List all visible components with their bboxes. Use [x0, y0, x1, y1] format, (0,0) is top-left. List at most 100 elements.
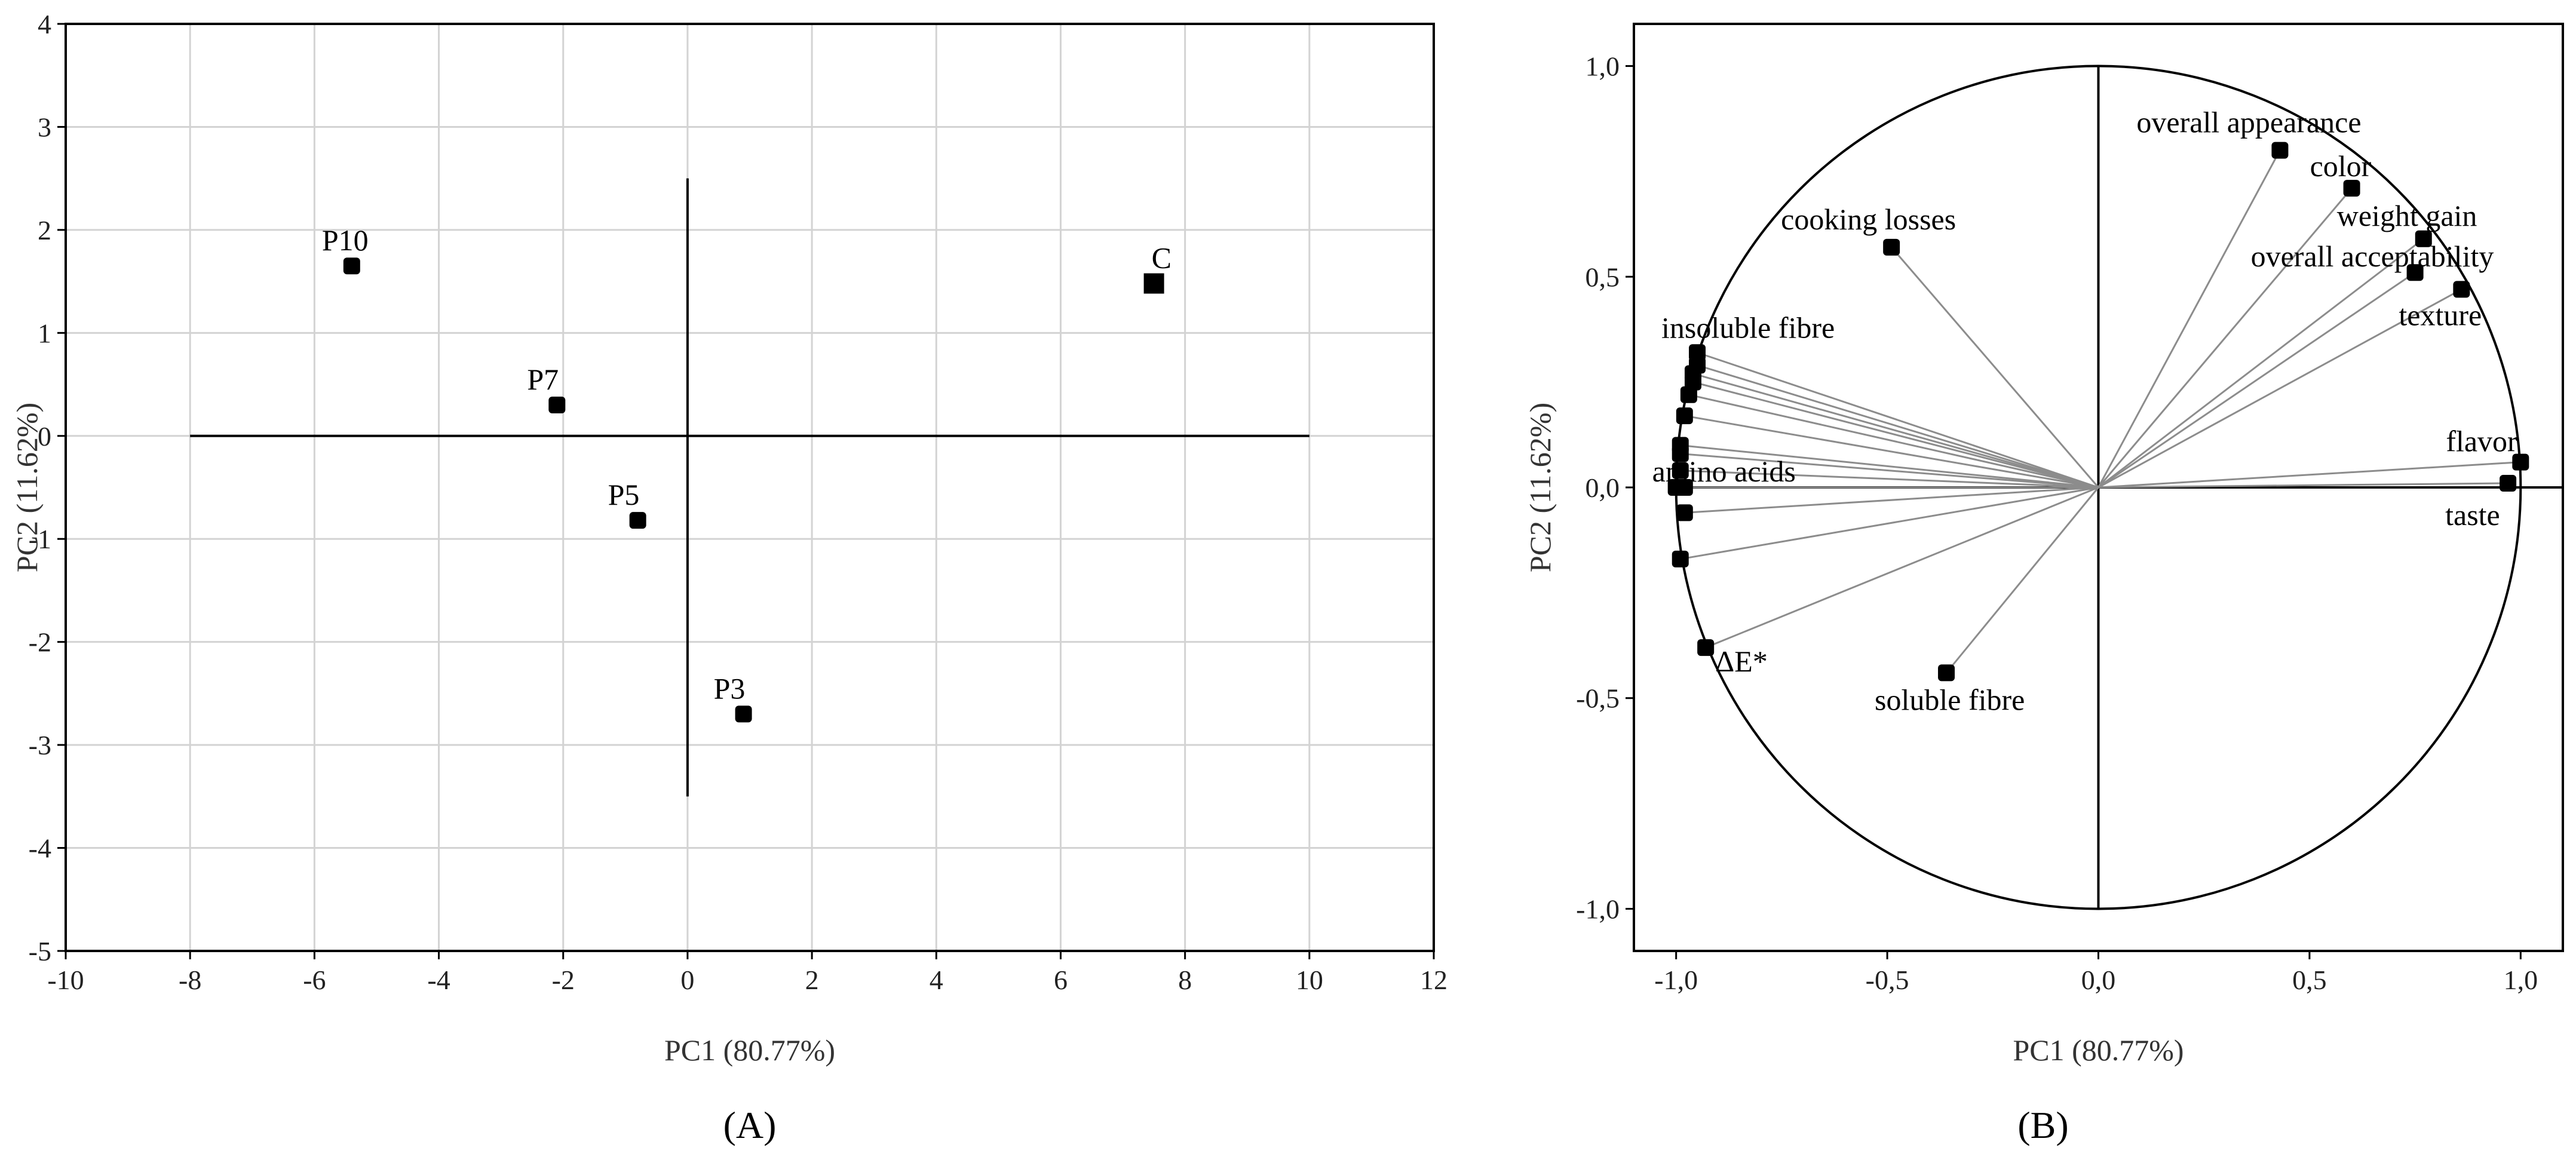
- loading-line: [1680, 486, 2099, 560]
- loading-line: [1684, 415, 2099, 489]
- loading-label: amino acids: [1652, 455, 1796, 488]
- loading-line: [1697, 364, 2099, 489]
- loading-line: [2097, 188, 2353, 488]
- panel-label-a: (A): [723, 1104, 777, 1146]
- loading-line: [1891, 246, 2099, 488]
- loading-label: overall appearance: [2136, 106, 2361, 139]
- x-tick-label: 4: [930, 965, 943, 995]
- point-label: P3: [714, 671, 746, 705]
- x-tick-label: 0,0: [2081, 965, 2116, 995]
- x-tick-label: -8: [179, 965, 201, 995]
- y-tick-label: -2: [29, 627, 51, 658]
- loading-line: [2097, 238, 2424, 489]
- loading-label: taste: [2445, 498, 2500, 532]
- loading-line: [1680, 444, 2099, 489]
- loading-marker: [1697, 639, 1715, 656]
- y-tick-label: -5: [29, 936, 51, 966]
- y-tick-label: 1: [38, 318, 51, 348]
- loading-marker: [2343, 180, 2360, 197]
- loading-line: [2097, 289, 2462, 489]
- loading-label: ΔE*: [1715, 645, 1768, 678]
- x-tick-label: -1,0: [1654, 965, 1698, 995]
- y-tick-label: -1: [29, 524, 51, 554]
- x-tick-label: 10: [1296, 965, 1323, 995]
- x-axis-label: PC1 (80.77%): [664, 1033, 835, 1067]
- loading-marker: [1676, 479, 1693, 496]
- loading-marker: [1676, 407, 1693, 425]
- loading-marker: [2453, 281, 2470, 298]
- loading-line: [1705, 486, 2099, 649]
- loading-marker: [1672, 550, 1689, 567]
- loading-line: [2097, 271, 2416, 489]
- loading-line: [2097, 149, 2281, 488]
- point-p5: [629, 512, 646, 529]
- y-tick-label: 1,0: [1586, 51, 1620, 82]
- loading-marker: [1676, 504, 1693, 521]
- loading-label: texture: [2399, 298, 2482, 332]
- y-axis-label: PC2 (11.62%): [10, 403, 44, 572]
- loadings-panel-b: -1,0 -1,0 -0,5 -0,5 0,0 0,0 0,5 0,5 1,0 1,0 PC1 (8…: [1523, 23, 2564, 1146]
- loading-line: [1684, 486, 2099, 514]
- x-axis-label: PC1 (80.77%): [2013, 1033, 2184, 1067]
- point-p3: [735, 705, 752, 723]
- loading-label: color: [2310, 149, 2372, 183]
- x-tick-label: 2: [805, 965, 819, 995]
- y-tick-label: -4: [29, 833, 51, 864]
- loading-label: weight gain: [2337, 199, 2477, 232]
- point-c: [1143, 273, 1164, 294]
- y-tick-label: 0,5: [1586, 262, 1620, 292]
- point-label: C: [1152, 241, 1172, 275]
- loading-marker: [1689, 344, 1706, 361]
- loading-line: [1692, 373, 2099, 489]
- x-tick-label: 8: [1178, 965, 1192, 995]
- loading-line: [2098, 461, 2521, 489]
- loading-line: [1680, 453, 2099, 489]
- plot-frame: [65, 23, 1435, 952]
- loading-line: [1697, 351, 2099, 489]
- y-tick-label: 3: [38, 112, 51, 142]
- y-tick-label: -1,0: [1576, 894, 1620, 924]
- loading-label: soluble fibre: [1875, 683, 2025, 716]
- loading-line: [1945, 487, 2099, 674]
- y-tick-label: 0,0: [1586, 472, 1620, 503]
- loading-marker: [1680, 386, 1697, 403]
- x-tick-label: -4: [427, 965, 450, 995]
- loading-marker: [2415, 230, 2432, 247]
- loading-line: [1692, 381, 2099, 489]
- loading-label: cooking losses: [1781, 202, 1956, 236]
- point-p7: [548, 397, 566, 414]
- loading-marker: [2512, 453, 2529, 471]
- y-tick-label: 2: [38, 215, 51, 245]
- point-label: P5: [608, 478, 640, 511]
- x-tick-label: 1,0: [2504, 965, 2538, 995]
- loading-marker: [1672, 445, 1689, 462]
- y-tick-label: -0,5: [1576, 683, 1620, 714]
- loading-line: [1688, 394, 2099, 489]
- loading-label: overall acceptability: [2251, 240, 2494, 273]
- loading-marker: [2271, 142, 2289, 159]
- y-tick-label: -3: [29, 730, 51, 760]
- x-tick-label: 0,5: [2292, 965, 2327, 995]
- x-tick-label: 12: [1420, 965, 1448, 995]
- x-tick-label: 6: [1054, 965, 1068, 995]
- y-tick-label: 0: [38, 421, 51, 452]
- y-tick-label: 4: [38, 9, 51, 39]
- x-tick-label: -0,5: [1866, 965, 1909, 995]
- loading-label: flavor: [2446, 425, 2517, 458]
- point-p10: [343, 257, 360, 275]
- loading-marker: [2406, 264, 2424, 281]
- loading-line: [2098, 482, 2508, 489]
- x-tick-label: -6: [303, 965, 326, 995]
- x-tick-label: 0: [680, 965, 694, 995]
- loading-marker: [1883, 238, 1900, 256]
- loading-marker: [2500, 474, 2517, 492]
- loading-marker: [1672, 462, 1689, 479]
- y-axis-label: PC2 (11.62%): [1523, 403, 1557, 572]
- loading-marker: [1938, 664, 1955, 682]
- loading-label: insoluble fibre: [1661, 311, 1835, 344]
- loading-marker: [1684, 373, 1701, 391]
- point-label: P10: [322, 223, 369, 257]
- x-tick-label: -2: [552, 965, 575, 995]
